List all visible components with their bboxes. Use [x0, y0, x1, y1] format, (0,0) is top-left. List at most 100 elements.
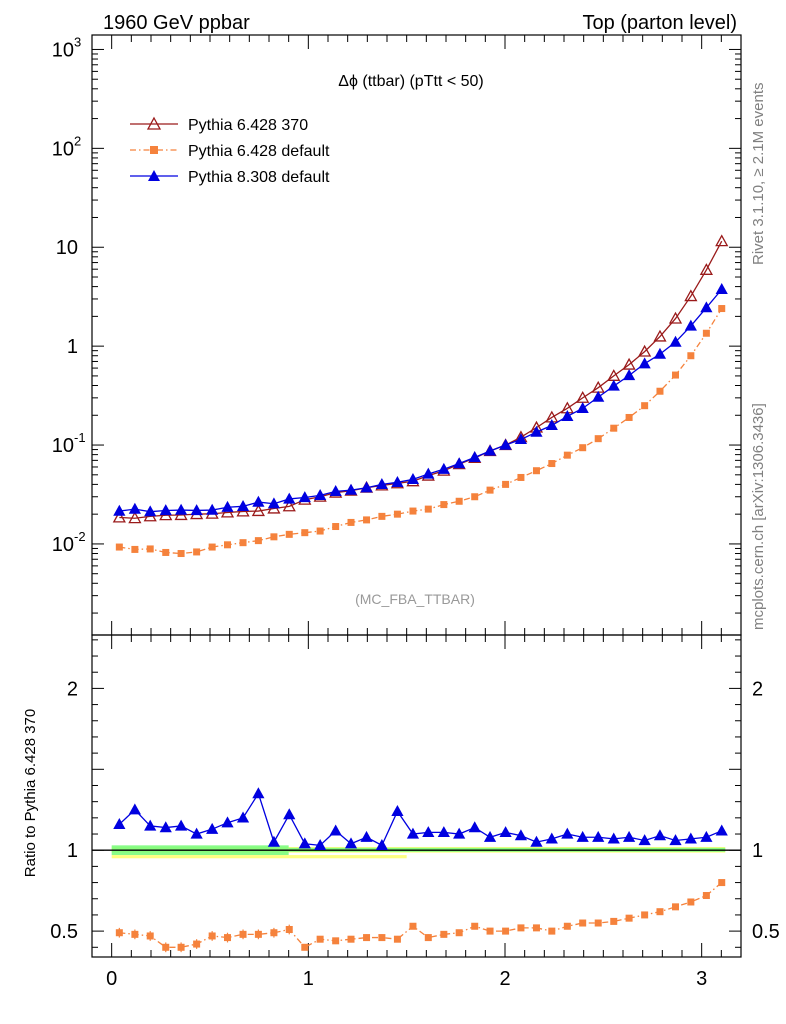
data-point: [329, 485, 342, 497]
data-point: [347, 935, 355, 943]
data-point: [545, 832, 558, 844]
data-point: [610, 917, 618, 925]
data-point: [193, 548, 201, 556]
data-point: [221, 816, 234, 828]
header-right: Top (parton level): [582, 12, 737, 34]
data-point: [252, 787, 265, 799]
data-point: [112, 510, 126, 523]
y-tick-label-exp: 3: [74, 34, 81, 49]
data-point: [115, 929, 123, 937]
data-point: [669, 335, 682, 347]
data-point: [267, 497, 281, 509]
y-tick-label: 10: [52, 138, 74, 160]
data-point: [378, 512, 386, 520]
data-point: [669, 834, 682, 846]
data-point: [502, 927, 510, 935]
data-point: [174, 503, 188, 515]
legend-label: Pythia 6.428 default: [188, 143, 330, 160]
data-point: [236, 811, 250, 823]
data-point: [375, 478, 388, 490]
data-point: [517, 924, 525, 932]
data-point: [687, 898, 695, 906]
data-point: [254, 930, 262, 938]
data-point: [530, 835, 543, 847]
data-point: [314, 839, 327, 851]
series-line: [119, 882, 723, 949]
data-point: [406, 827, 420, 839]
data-point: [471, 493, 479, 501]
data-point: [579, 919, 587, 927]
data-point: [499, 826, 512, 838]
data-point: [594, 435, 602, 443]
data-point: [301, 943, 309, 951]
data-point: [672, 903, 680, 911]
data-point: [622, 369, 636, 381]
data-point: [656, 908, 664, 916]
data-point: [668, 311, 683, 324]
y-tick-label: 1: [67, 336, 78, 358]
data-point: [653, 347, 667, 359]
data-point: [159, 504, 172, 516]
y-tick-label: 10: [56, 237, 78, 259]
data-point: [455, 497, 463, 505]
band-yellow: [111, 855, 407, 859]
data-point: [128, 803, 141, 815]
data-point: [239, 539, 247, 547]
y-tick-label-right: 0.5: [752, 921, 780, 943]
data-point: [422, 467, 435, 479]
data-point: [224, 934, 232, 942]
y-tick-label-exp: -2: [74, 529, 86, 544]
data-point: [224, 541, 232, 549]
data-point: [517, 473, 525, 481]
data-point: [113, 504, 126, 516]
data-point: [468, 451, 481, 463]
y-tick-label: 10: [52, 534, 74, 556]
data-point: [579, 444, 587, 452]
data-point: [285, 530, 293, 538]
data-point: [347, 518, 355, 526]
data-point: [499, 438, 512, 450]
data-point: [638, 344, 652, 357]
data-point: [548, 927, 556, 935]
y-tick-label: 2: [67, 678, 78, 700]
data-point: [283, 492, 296, 504]
data-point: [561, 410, 574, 422]
data-point: [653, 329, 667, 342]
main-plot-series: [112, 234, 729, 558]
data-point: [684, 319, 697, 331]
y-tick-label-right: 1: [752, 840, 763, 862]
data-point: [115, 543, 123, 551]
series-line: [118, 792, 722, 847]
data-point: [715, 283, 728, 295]
data-point: [298, 837, 311, 849]
data-point: [718, 879, 726, 887]
data-point: [656, 387, 664, 395]
data-point: [561, 827, 574, 839]
data-point: [409, 922, 417, 930]
data-point: [316, 935, 324, 943]
data-point: [576, 402, 589, 413]
data-point: [177, 550, 185, 558]
plot-annotation: (MC_FBA_TTBAR): [355, 591, 475, 607]
data-point: [332, 937, 340, 945]
data-point: [360, 481, 373, 493]
data-point: [206, 822, 219, 834]
data-point: [162, 943, 170, 951]
legend: Pythia 6.428 370 Pythia 6.428 default Py…: [130, 116, 330, 186]
data-point: [530, 425, 543, 437]
data-point: [625, 413, 633, 421]
data-point: [622, 830, 636, 842]
ratio-frame-border: [91, 634, 742, 958]
data-point: [715, 824, 728, 836]
data-point: [128, 502, 141, 514]
data-point: [486, 486, 494, 494]
data-point: [174, 819, 188, 831]
data-point: [146, 932, 154, 940]
legend-marker-filled-triangle: [148, 170, 160, 181]
y-tick-label: 10: [52, 435, 74, 457]
ratio-plot-series: [113, 787, 728, 953]
data-point: [190, 827, 203, 839]
data-point: [298, 491, 311, 503]
data-point: [393, 935, 401, 943]
